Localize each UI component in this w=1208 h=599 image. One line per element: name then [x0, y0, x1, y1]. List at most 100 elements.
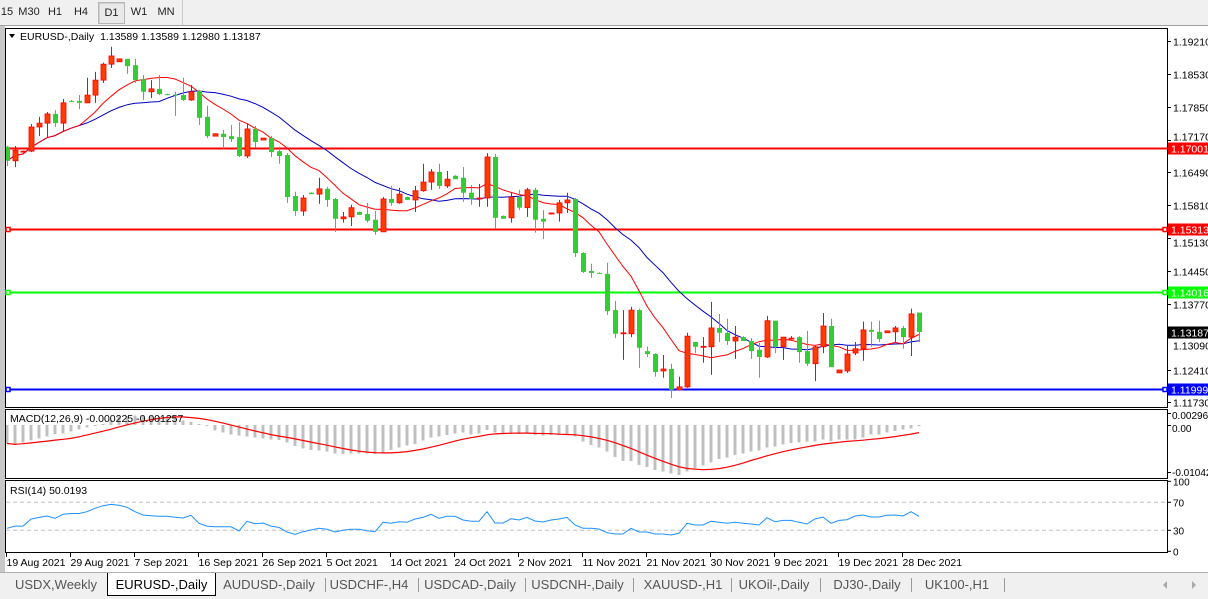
macd-histogram-bar: [821, 425, 825, 440]
candle: [333, 198, 338, 232]
time-tick-label: 11 Nov 2021: [583, 557, 642, 569]
price-tick-label: 1.17850: [1173, 103, 1208, 115]
rsi-panel: [5, 480, 1168, 553]
candle-body: [20, 150, 27, 153]
candle: [869, 321, 874, 347]
candle: [749, 338, 754, 359]
candle: [380, 197, 387, 233]
candle: [253, 126, 258, 148]
chart-tab[interactable]: XAUUSD-,H1: [643, 577, 723, 592]
chart-tab[interactable]: USDX,Weekly: [14, 577, 98, 592]
candle: [316, 177, 323, 204]
timeframe-m30-button[interactable]: M30: [18, 6, 40, 18]
candle-body: [788, 337, 795, 340]
candle-body: [253, 128, 258, 142]
candle-body: [556, 202, 563, 214]
candle-body: [285, 155, 290, 198]
candle: [725, 318, 730, 345]
macd-histogram-bar: [429, 425, 433, 438]
price-panel: [5, 28, 1168, 408]
candle-body: [188, 91, 195, 101]
candle: [165, 93, 170, 96]
macd-histogram-bar: [133, 415, 137, 425]
macd-histogram-bar: [741, 425, 745, 454]
collapse-triangle-icon[interactable]: [9, 34, 15, 38]
price-tag: [1168, 142, 1208, 155]
line-handle: [5, 386, 11, 393]
candle-body: [780, 336, 787, 348]
candle: [797, 336, 802, 363]
macd-histogram-bar: [613, 425, 617, 457]
candle-body: [660, 368, 667, 372]
candle-body: [60, 102, 67, 124]
chart-tab[interactable]: DJ30-,Daily: [833, 577, 901, 592]
ma-fast-line: [6, 77, 920, 359]
candle-body: [300, 197, 307, 212]
candle-body: [229, 136, 234, 140]
timeframe-d1-button[interactable]: D1: [98, 2, 125, 24]
macd-histogram-bar: [6, 425, 9, 444]
candle: [6, 145, 10, 167]
candle: [757, 342, 762, 378]
candle: [221, 129, 226, 149]
timeframe-m15-button[interactable]: 15: [0, 6, 14, 18]
macd-histogram-bar: [525, 425, 529, 434]
chart-tab[interactable]: USDCNH-,Daily: [531, 577, 624, 592]
candle-body: [836, 369, 843, 374]
time-tick-label: 16 Sep 2021: [199, 557, 259, 569]
line-handle: [1162, 226, 1168, 233]
time-tick-label: 19 Dec 2021: [839, 557, 899, 569]
candle: [340, 212, 347, 223]
candle: [717, 313, 722, 342]
time-tick-label: 7 Sep 2021: [135, 557, 189, 569]
candle: [212, 133, 219, 137]
scroll-right-icon[interactable]: [1192, 581, 1196, 589]
candle: [732, 326, 739, 359]
candle-body: [620, 332, 627, 335]
chart-tab[interactable]: EURUSD-,Daily: [107, 573, 216, 596]
candle-body: [869, 329, 874, 332]
candle-body: [892, 327, 899, 333]
candle: [493, 154, 498, 229]
price-tick-label: 1.15130: [1173, 238, 1208, 250]
timeframe-w1-button[interactable]: W1: [130, 6, 148, 18]
timeframe-h4-button[interactable]: H4: [73, 6, 89, 18]
candle: [620, 310, 627, 360]
candle-body: [444, 178, 451, 187]
candle: [780, 336, 787, 360]
chart-tab[interactable]: UKOil-,Daily: [738, 577, 810, 592]
candle-body: [884, 330, 891, 334]
macd-histogram-bar: [581, 425, 585, 442]
macd-histogram-bar: [685, 425, 689, 472]
macd-histogram-bar: [829, 425, 833, 441]
candle-body: [605, 273, 610, 312]
candle-body: [108, 55, 115, 65]
scroll-left-icon[interactable]: [1163, 581, 1167, 589]
candle-body: [396, 193, 403, 204]
time-tick-label: 9 Dec 2021: [775, 557, 829, 569]
candle: [461, 167, 466, 202]
macd-histogram-bar: [61, 425, 65, 434]
macd-histogram-bar: [597, 425, 601, 448]
candle-body: [484, 156, 491, 199]
candle-body: [277, 151, 282, 156]
timeframe-mn-button[interactable]: MN: [157, 6, 175, 18]
tab-separator: [911, 578, 912, 592]
candle: [693, 341, 698, 354]
candle-body: [469, 192, 474, 199]
price-tag: [1168, 286, 1208, 299]
candle: [901, 326, 906, 349]
candle: [300, 195, 307, 216]
chart-tab[interactable]: AUDUSD-,Daily: [223, 577, 315, 592]
candle: [700, 337, 707, 363]
chart-tab[interactable]: UK100-,H1: [924, 577, 990, 592]
macd-label: MACD(12,26,9) -0.000225 -0.001257: [10, 413, 184, 425]
macd-histogram-bar: [773, 425, 777, 447]
macd-histogram-bar: [805, 425, 809, 442]
timeframe-h1-button[interactable]: H1: [47, 6, 63, 18]
chart-title: EURUSD-,Daily 1.13589 1.13589 1.12980 1.1…: [20, 31, 261, 43]
candle-body: [6, 146, 10, 161]
chart-tab[interactable]: USDCAD-,Daily: [424, 577, 516, 592]
chart-tab[interactable]: USDCHF-,H4: [329, 577, 409, 592]
